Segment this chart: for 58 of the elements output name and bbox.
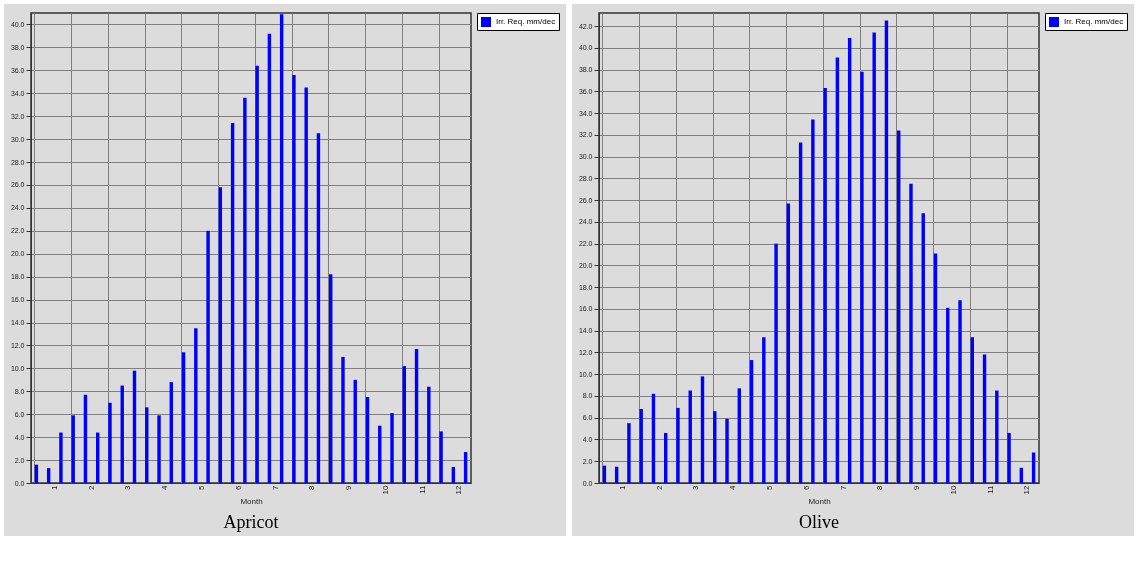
bar <box>909 183 913 483</box>
bar <box>811 119 815 483</box>
bar <box>194 328 198 483</box>
bar <box>59 432 63 483</box>
x-axis-title: Month <box>240 497 263 507</box>
bar <box>639 409 643 483</box>
x-tick-label: 1 <box>49 484 59 490</box>
x-tick-label: 4 <box>728 484 738 490</box>
x-tick-label: 8 <box>875 484 885 490</box>
bar <box>108 402 112 483</box>
x-tick-label: 11 <box>417 484 427 494</box>
legend-label: Irr. Req. mm/dec <box>1064 17 1124 26</box>
x-tick-label: 2 <box>654 484 664 490</box>
bar <box>872 32 876 483</box>
x-tick-label: 9 <box>912 484 922 490</box>
bar <box>725 418 729 483</box>
x-tick-label: 8 <box>307 484 317 490</box>
bar <box>762 337 766 483</box>
bar <box>860 71 864 483</box>
bar <box>427 386 431 483</box>
bar <box>255 65 259 483</box>
bar <box>341 356 345 483</box>
bar <box>157 415 161 483</box>
bar <box>439 431 443 483</box>
bar <box>1007 432 1011 483</box>
x-tick-label: 1 <box>617 484 627 490</box>
x-tick-label: 3 <box>123 484 133 490</box>
bar <box>71 415 75 483</box>
x-tick-label: 12 <box>454 484 464 495</box>
bar <box>292 74 296 483</box>
x-tick-label: 6 <box>801 484 811 490</box>
bar <box>304 87 308 483</box>
bar <box>627 423 631 483</box>
text: Olive <box>799 511 839 532</box>
x-tick-label: 11 <box>985 484 995 494</box>
bar <box>676 407 680 483</box>
bar <box>243 97 247 483</box>
x-tick-label: 4 <box>160 484 170 490</box>
x-tick-label: 6 <box>233 484 243 490</box>
x-tick-label: 7 <box>270 484 280 490</box>
x-tick-label: 10 <box>380 484 390 495</box>
x-tick-label: 3 <box>691 484 701 490</box>
x-tick-label: 5 <box>764 484 774 490</box>
x-tick-label: 12 <box>1022 484 1032 495</box>
legend-label: Irr. Req. mm/dec <box>496 17 556 26</box>
x-tick-label: 9 <box>344 484 354 490</box>
bar <box>958 300 962 483</box>
x-tick-label: 10 <box>948 484 958 495</box>
bar <box>774 243 778 483</box>
bar <box>390 413 394 483</box>
x-tick-label: 5 <box>196 484 206 490</box>
x-axis-title: Month <box>808 497 831 507</box>
bar <box>823 88 827 483</box>
x-tick-label: 7 <box>838 484 848 490</box>
x-tick-label: 2 <box>86 484 96 490</box>
bar <box>995 390 999 483</box>
text: Apricot <box>223 511 279 532</box>
bar <box>206 230 210 483</box>
